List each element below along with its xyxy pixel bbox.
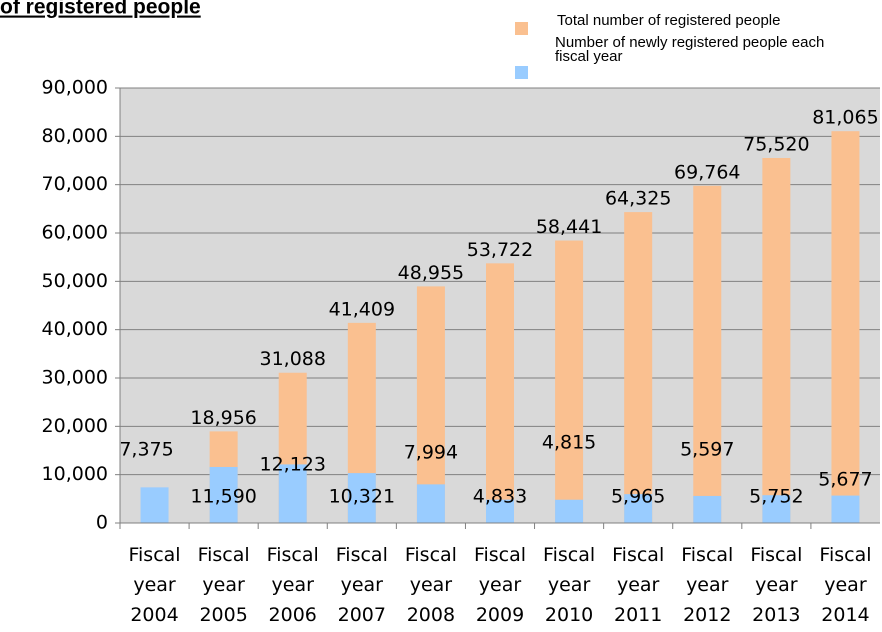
bar (693, 185, 722, 524)
data-label: 7,994 (404, 442, 458, 464)
data-label: 48,955 (398, 262, 464, 284)
legend-label: Total number of registered people (557, 12, 780, 29)
y-tick-label: 90,000 (42, 77, 108, 99)
y-tick-label: 80,000 (42, 125, 108, 147)
legend-swatch (515, 66, 528, 79)
bar (486, 263, 514, 523)
legend-swatch (515, 22, 528, 35)
bar (831, 131, 860, 523)
data-label: 69,764 (674, 161, 740, 183)
data-label: 5,965 (611, 486, 665, 508)
bar (762, 495, 791, 523)
data-label: 75,520 (743, 133, 809, 155)
y-tick-label: 60,000 (42, 222, 108, 244)
bar (209, 466, 238, 523)
x-tick-label: Fiscal year 2008 (404, 544, 457, 626)
y-tick-label: 20,000 (42, 415, 108, 437)
y-tick-label: 10,000 (42, 463, 108, 485)
x-tick-label: Fiscal year 2010 (543, 544, 596, 626)
bar (416, 484, 445, 523)
x-tick-label: Fiscal year 2004 (128, 544, 181, 626)
data-label: 53,722 (467, 239, 533, 261)
legend-label-box: Number of newly registered people each f… (555, 36, 825, 65)
legend-label: Number of newly registered people each f… (555, 36, 825, 65)
data-label: 81,065 (812, 107, 878, 129)
y-tick-label: 70,000 (42, 173, 108, 195)
data-label: 64,325 (605, 188, 671, 210)
bar (624, 212, 653, 524)
data-label: 5,752 (749, 486, 803, 508)
y-tick-label: 40,000 (42, 318, 108, 340)
data-label: 58,441 (536, 216, 602, 238)
bar (693, 495, 722, 523)
x-tick-label: Fiscal year 2011 (612, 544, 665, 626)
bar (624, 494, 653, 523)
data-label: 5,597 (680, 439, 734, 461)
x-tick-label: Fiscal year 2013 (750, 544, 803, 626)
x-tick-label: Fiscal year 2009 (473, 544, 527, 626)
bar (555, 240, 584, 524)
bar (762, 157, 791, 523)
bar (416, 286, 445, 523)
bar (140, 487, 169, 523)
bar (278, 464, 307, 523)
bar (347, 473, 376, 523)
y-tick-label: 50,000 (42, 270, 108, 292)
y-tick-label: 30,000 (42, 367, 108, 389)
x-tick-label: Fiscal year 2006 (266, 544, 319, 626)
data-label: 31,088 (259, 348, 325, 370)
data-label: 11,590 (190, 486, 256, 508)
data-label: 4,815 (542, 432, 596, 454)
bar (555, 499, 584, 523)
data-label: 4,833 (473, 486, 527, 508)
x-tick-label: Fiscal year 2007 (335, 544, 388, 626)
bar (831, 495, 860, 523)
data-label: 10,321 (329, 486, 395, 508)
data-label: 18,956 (190, 407, 256, 429)
x-tick-label: Fiscal year 2014 (819, 544, 872, 626)
data-label: 7,375 (119, 439, 173, 461)
data-label: 12,123 (259, 454, 325, 476)
x-tick-label: Fiscal year 2012 (681, 544, 734, 626)
bar (486, 499, 514, 523)
data-label: 5,677 (818, 469, 872, 491)
data-label: 41,409 (329, 298, 395, 320)
x-tick-label: Fiscal year 2005 (197, 544, 250, 626)
y-tick-label: 0 (96, 512, 108, 534)
chart-title: of registered people (0, 0, 201, 19)
